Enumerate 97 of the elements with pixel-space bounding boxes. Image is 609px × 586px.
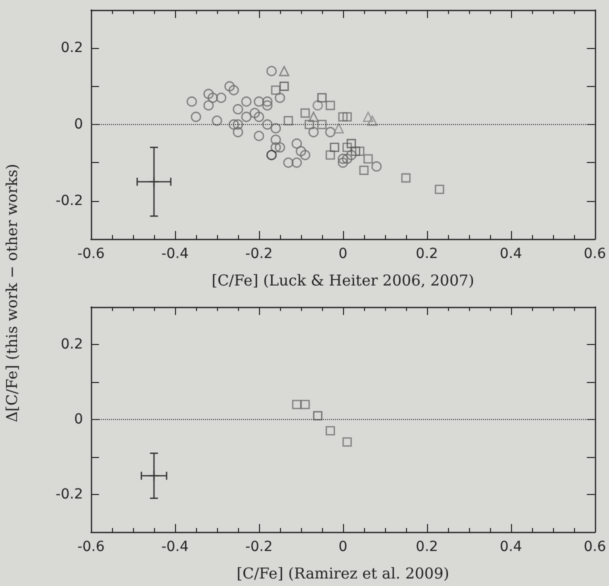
point [317, 93, 327, 102]
point [317, 120, 327, 130]
point [371, 161, 382, 172]
point [274, 92, 286, 103]
point [228, 85, 239, 96]
point [338, 158, 348, 168]
point [300, 150, 310, 160]
x-axis-title: [C/Fe] (Ramirez et al. 2009) [236, 564, 450, 582]
point [350, 146, 360, 156]
point [326, 100, 335, 110]
point [212, 116, 222, 126]
point [326, 426, 335, 436]
point [284, 116, 293, 126]
y-tick-label: 0 [74, 116, 83, 132]
point [330, 142, 340, 152]
y-tick-label: 0 [74, 412, 83, 428]
x-tick-label: -0.6 [77, 246, 105, 262]
point [224, 81, 235, 92]
point [292, 158, 302, 168]
point [232, 119, 244, 130]
point [254, 96, 264, 107]
point [304, 120, 314, 130]
point [262, 96, 273, 107]
point [203, 100, 214, 111]
point [254, 112, 264, 122]
point [190, 112, 202, 122]
point [228, 119, 239, 130]
y-tick-label: -0.2 [56, 192, 83, 209]
point [250, 108, 260, 118]
point [148, 176, 160, 188]
point [292, 138, 302, 149]
point [232, 104, 244, 114]
point [271, 86, 280, 95]
point [208, 92, 218, 103]
point [338, 112, 348, 122]
point [216, 92, 226, 103]
x-tick-label: 0.2 [416, 539, 438, 555]
x-tick-label: 0.2 [416, 246, 438, 262]
point [355, 146, 364, 156]
point [346, 138, 356, 148]
y-tick-label: 0.2 [60, 40, 83, 56]
point [292, 400, 302, 410]
y-tick-label: -0.2 [56, 486, 83, 502]
x-tick-label: 0.6 [584, 246, 606, 262]
point [401, 173, 411, 183]
point [325, 126, 336, 138]
x-tick-label: 0 [338, 539, 348, 555]
point [326, 150, 335, 160]
x-tick-label: 0.4 [500, 539, 522, 555]
point [270, 134, 281, 145]
x-tick-label: 0.4 [500, 246, 522, 262]
point [270, 123, 281, 134]
point [186, 96, 197, 107]
point [232, 126, 244, 138]
point [296, 146, 306, 156]
point [342, 112, 352, 122]
point [308, 112, 319, 122]
x-axis-title: [C/Fe] (Luck & Heiter 2006, 2007) [212, 272, 474, 290]
point [283, 158, 294, 168]
point [279, 66, 290, 76]
x-tick-label: 0.6 [584, 539, 606, 555]
point [262, 100, 273, 111]
point [367, 116, 378, 126]
x-tick-label: -0.6 [77, 539, 105, 555]
point [280, 82, 289, 91]
point [270, 142, 281, 153]
x-tick-label: -0.4 [161, 539, 189, 555]
point [274, 142, 286, 153]
x-tick-label: 0 [338, 246, 348, 262]
point [266, 66, 277, 76]
point [312, 100, 323, 111]
point [262, 119, 273, 130]
point [203, 88, 214, 100]
point [346, 150, 356, 160]
point [313, 411, 322, 420]
x-tick-label: -0.2 [245, 539, 273, 555]
y-tick-label: 0.2 [60, 336, 83, 352]
x-tick-label: -0.2 [245, 246, 273, 262]
point [266, 150, 277, 160]
y-axis-title: Δ[C/Fe] (this work − other works) [3, 164, 21, 422]
point [342, 437, 352, 447]
point [342, 154, 352, 164]
x-tick-label: -0.4 [161, 246, 189, 262]
point [300, 108, 310, 118]
point [300, 400, 310, 410]
point [254, 130, 264, 142]
point [342, 142, 352, 152]
point [241, 96, 252, 107]
point [148, 470, 160, 482]
point [363, 154, 373, 164]
point [334, 123, 344, 134]
point [434, 184, 444, 194]
point [362, 112, 374, 122]
point [338, 154, 348, 164]
point [241, 112, 252, 122]
point [308, 126, 319, 138]
point [359, 166, 369, 175]
